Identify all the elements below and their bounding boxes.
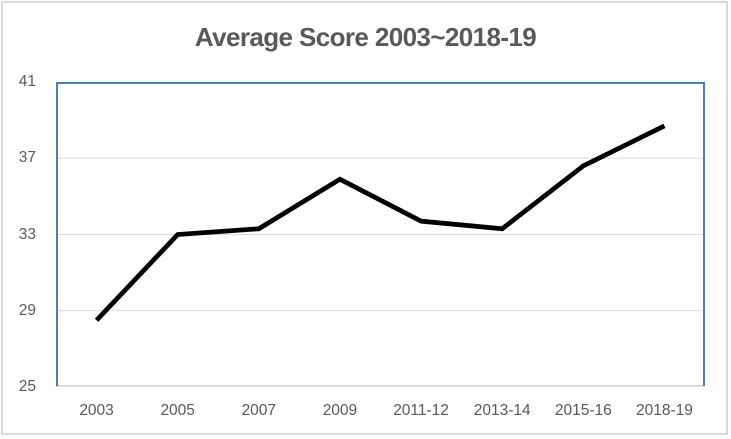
y-tick-label: 33 [18, 225, 36, 243]
chart-title: Average Score 2003~2018-19 [194, 22, 537, 52]
y-tick-label: 25 [18, 378, 36, 395]
plot-area [56, 82, 705, 387]
x-tick-label: 2005 [160, 402, 195, 419]
x-tick-label: 2009 [322, 402, 358, 419]
x-tick-label: 2003 [79, 402, 114, 419]
x-tick-label: 2013-14 [473, 402, 531, 419]
y-tick-label: 29 [18, 301, 36, 319]
series-line [94, 123, 666, 322]
x-tick-label: 2007 [241, 402, 277, 419]
x-tick-label: 2011-12 [393, 402, 449, 419]
x-tick-label: 2015-16 [554, 402, 612, 419]
y-tick-label: 41 [18, 73, 36, 90]
y-tick-label: 37 [18, 149, 36, 167]
plot-border [56, 82, 705, 386]
x-tick-label: 2018-19 [635, 402, 693, 419]
